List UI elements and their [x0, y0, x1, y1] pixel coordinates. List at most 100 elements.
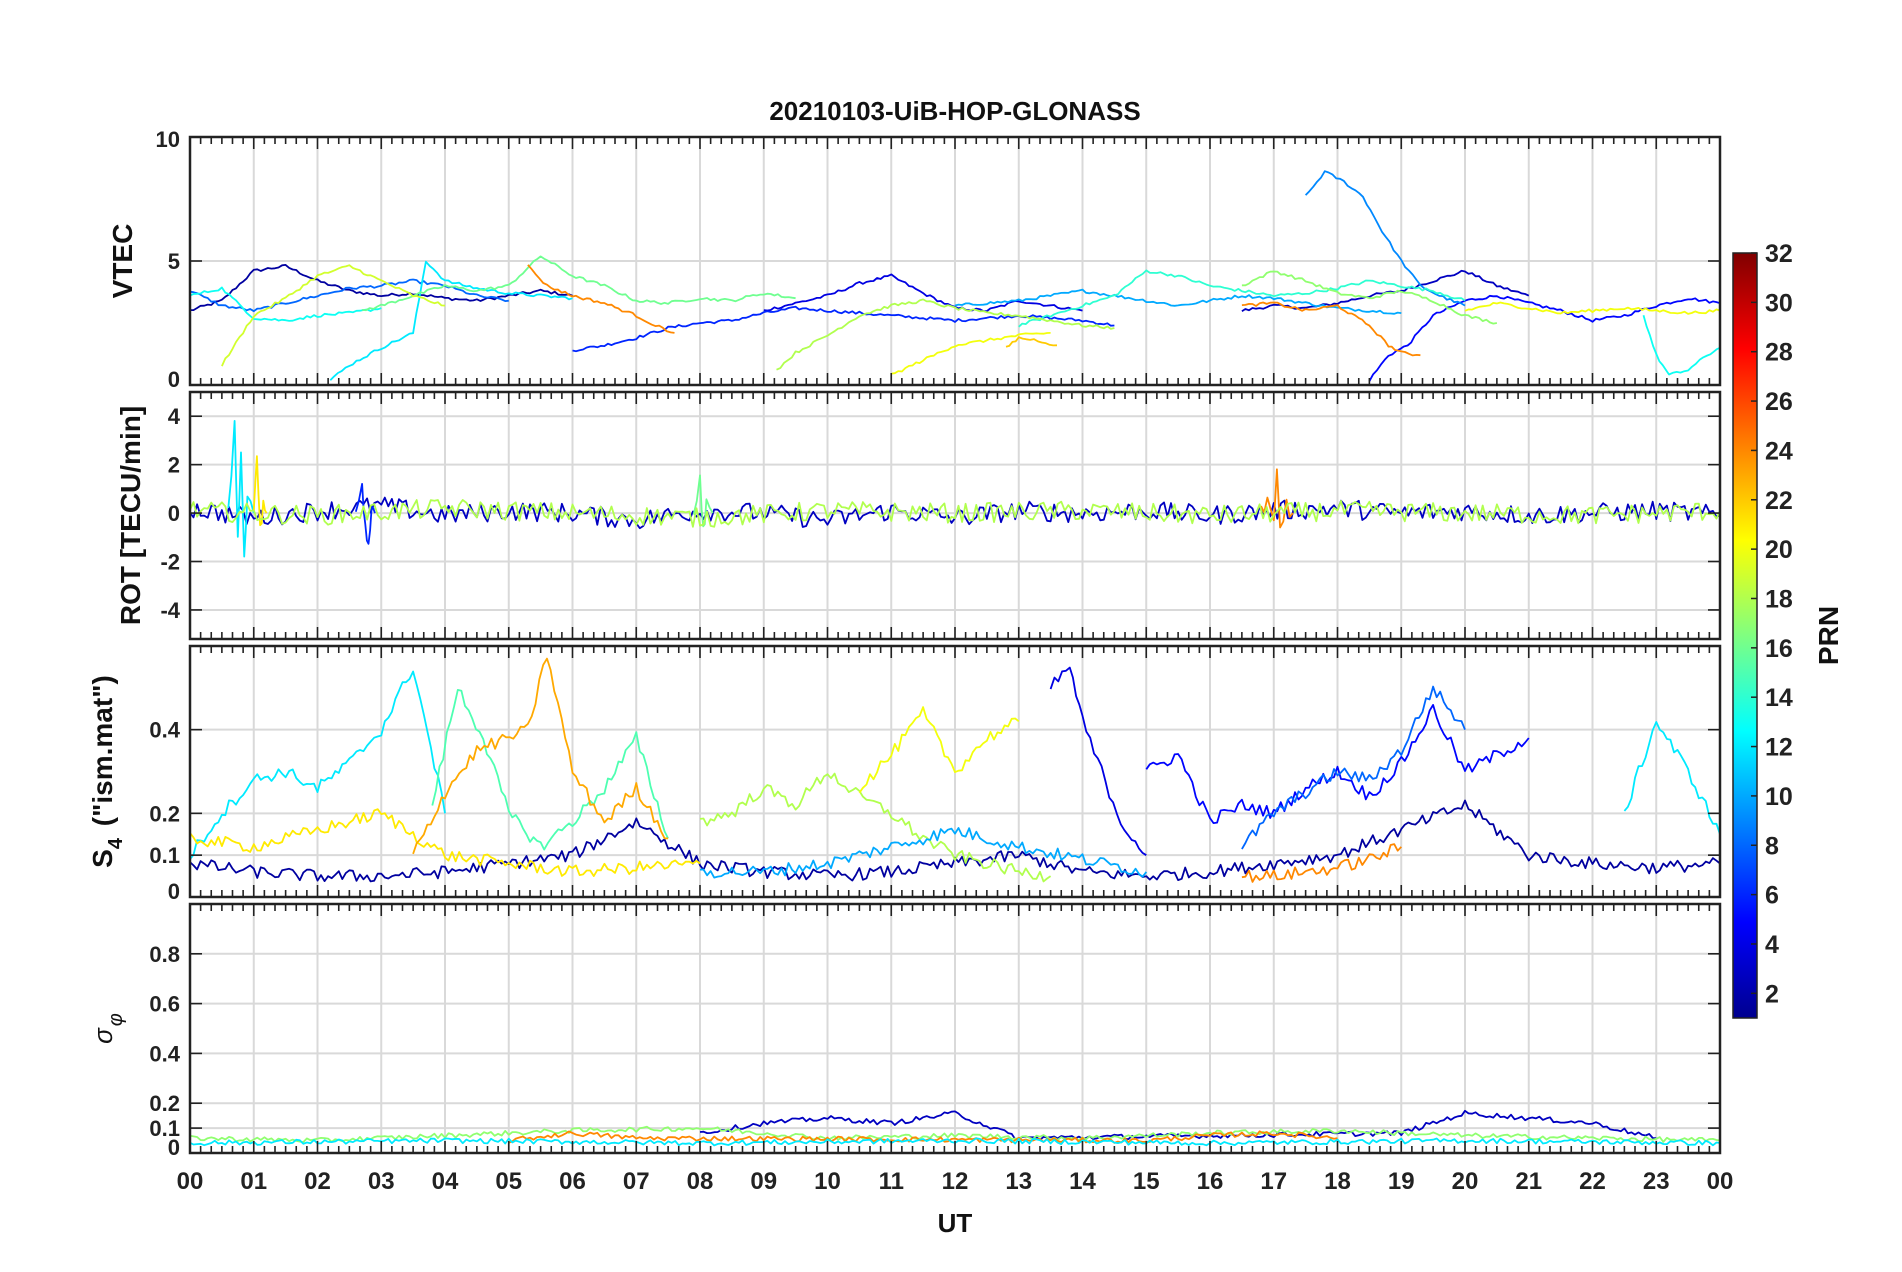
y-tick-label: 0.1: [149, 1116, 180, 1141]
series-line-prn-23: [412, 657, 669, 855]
series-line-prn-20: [891, 332, 1051, 375]
colorbar-strip: [1732, 252, 1758, 1019]
x-tick-label: 08: [687, 1168, 714, 1195]
series-line-prn-24: [1241, 843, 1402, 883]
y-tick-label: 5: [168, 249, 180, 274]
x-tick-label: 14: [1069, 1168, 1096, 1195]
series-line-prn-15: [431, 689, 669, 851]
series-line-prn-2: [189, 799, 1721, 883]
x-tick-label: 11: [879, 1168, 904, 1195]
series-line-prn-24: [527, 264, 675, 334]
series-line-prn-19: [221, 264, 446, 367]
x-tick-label: 06: [559, 1168, 586, 1195]
y-axis-label-main: S: [87, 849, 118, 868]
x-tick-label: 10: [814, 1168, 841, 1195]
x-tick-label: 00: [177, 1168, 204, 1195]
x-tick-label: 01: [240, 1168, 267, 1195]
series-line-prn-8: [1241, 685, 1466, 850]
colorbar-tick-label: 20: [1765, 536, 1793, 564]
series-line-prn-9: [1304, 170, 1466, 307]
y-tick-label: 0.4: [149, 718, 180, 743]
panel-rot: -4 -2 0 2 4 ROT [TECU/min]: [115, 390, 1722, 641]
series-line-prn-16: [362, 255, 796, 312]
x-tick-label: 23: [1643, 1168, 1670, 1195]
x-tick-label: 13: [1005, 1168, 1032, 1195]
series-line-prn-16: [692, 474, 714, 528]
colorbar-tick-label: 30: [1765, 289, 1793, 317]
colorbar-tick-label: 18: [1765, 585, 1793, 613]
x-tick-label: 09: [750, 1168, 777, 1195]
series-line-prn-22: [1005, 336, 1058, 348]
series-line-prn-12: [189, 670, 446, 860]
y-tick-label: -4: [160, 598, 180, 623]
colorbar-tick-label: 32: [1765, 240, 1793, 268]
x-tick-label: 07: [623, 1168, 650, 1195]
series-line-prn-18: [699, 772, 1052, 883]
y-tick-label: 0: [168, 501, 180, 526]
y-axis-label-rest: ("ism.mat"): [87, 675, 118, 834]
series-line-prn-5: [1368, 294, 1721, 382]
y-tick-label: 0: [168, 367, 180, 392]
colorbar-tick-label: 14: [1765, 684, 1793, 712]
series-line-prn-4: [763, 273, 1083, 312]
y-tick-label: -2: [160, 550, 180, 575]
series-line-prn-6: [572, 305, 1115, 353]
x-tick-label: 12: [942, 1168, 969, 1195]
colorbar-tick-label: 22: [1765, 487, 1793, 515]
series-line-prn-24: [508, 1130, 1338, 1144]
y-axis-label: S4 ("ism.mat"): [87, 675, 127, 868]
y-axis-label: VTEC: [107, 224, 138, 299]
y-tick-label: 0.6: [149, 992, 180, 1017]
series-line-prn-6: [354, 483, 376, 545]
y-tick-label: 0.4: [149, 1041, 180, 1066]
colorbar-tick-label: 26: [1765, 388, 1793, 416]
series-line-prn-13: [1642, 314, 1721, 376]
colorbar-tick-label: 16: [1765, 635, 1793, 663]
series-line-prn-14: [1018, 269, 1466, 328]
x-axis-label: UT: [938, 1208, 973, 1238]
x-tick-label: 22: [1579, 1168, 1606, 1195]
series-line-prn-21: [189, 808, 701, 877]
panel-sigma: 00.10.2 0.4 0.6 0.8 σφ: [88, 902, 1722, 1160]
series-line-prn-18: [776, 298, 1115, 371]
x-tick-label: 21: [1515, 1168, 1542, 1195]
series-line-prn-2: [190, 264, 573, 311]
y-tick-label: 0.8: [149, 942, 180, 967]
colorbar-tick-label: 12: [1765, 734, 1793, 762]
x-tick-label: 02: [304, 1168, 331, 1195]
series-line-prn-18: [189, 499, 1721, 528]
x-tick-label: 04: [432, 1168, 459, 1195]
series-line-prn-21: [252, 455, 268, 527]
x-tick-label: 20: [1452, 1168, 1479, 1195]
series-line-prn-24: [1260, 468, 1294, 529]
series-line-prn-17: [1241, 270, 1498, 325]
chart-title: 20210103-UiB-HOP-GLONASS: [769, 96, 1140, 126]
colorbar-tick-label: 24: [1765, 437, 1793, 465]
colorbar-tick-label: 6: [1765, 882, 1779, 910]
colorbar-tick-label: 4: [1765, 931, 1779, 959]
y-axis-label: ROT [TECU/min]: [115, 406, 146, 625]
panel-s4: 0 0.1 0.2 0.4 S4 ("ism.mat"): [87, 644, 1722, 904]
y-tick-label: 0: [168, 879, 180, 904]
series-line-prn-10: [954, 288, 1402, 315]
series-line-prn-20: [858, 706, 1020, 794]
y-tick-label: 0.1: [149, 843, 180, 868]
y-axis-label-sub: φ: [105, 1013, 127, 1026]
colorbar-label: PRN: [1813, 606, 1844, 665]
colorbar-tick-label: 2: [1765, 980, 1779, 1008]
series-line-prn-5: [1145, 704, 1530, 824]
series-line-prn-24: [1241, 301, 1421, 357]
series-line-prn-12: [1623, 721, 1721, 835]
y-axis-label-main: σ: [88, 1027, 118, 1044]
y-tick-label: 0.2: [149, 801, 180, 826]
series-line-prn-13: [189, 286, 382, 322]
y-tick-label: 10: [156, 127, 180, 152]
series-line-prn-12: [227, 420, 255, 558]
series-line-prn-4: [1049, 666, 1147, 856]
y-tick-label: 0: [168, 1135, 180, 1160]
x-tick-label: 19: [1388, 1168, 1415, 1195]
series-line-prn-10: [699, 827, 1148, 879]
